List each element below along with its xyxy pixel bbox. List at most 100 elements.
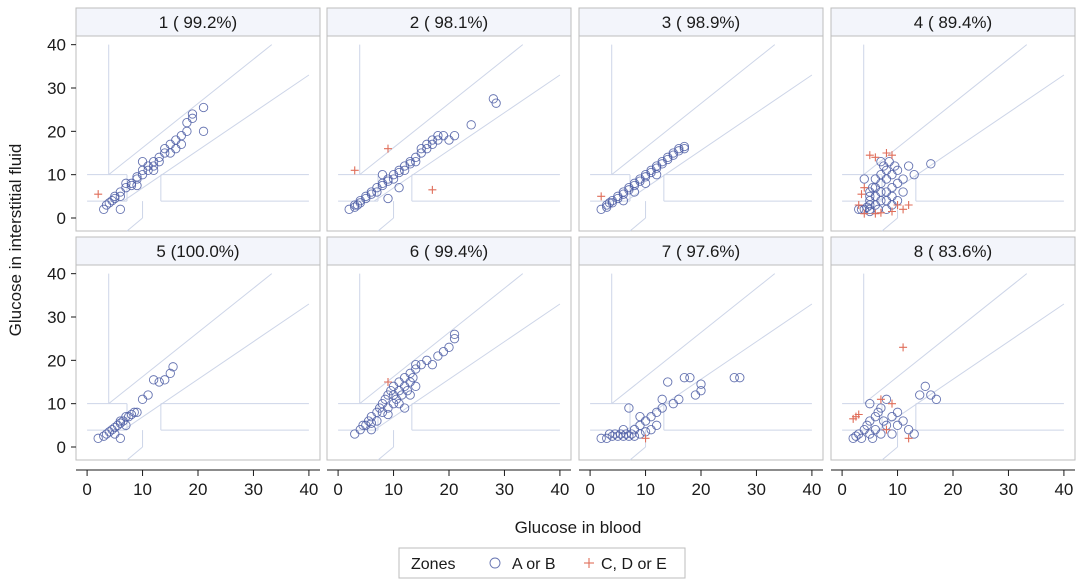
x-tick-label: 40	[802, 480, 821, 499]
point-a-or-b	[856, 433, 867, 443]
legend-label-bad: C, D or E	[601, 556, 667, 573]
point-a-or-b	[613, 191, 623, 201]
panel-title: 1 ( 99.2%)	[159, 13, 237, 32]
point-a-or-b	[182, 118, 192, 128]
y-axis-row-2: 0 10 20 30 40	[47, 265, 76, 457]
point-a-or-b	[110, 193, 120, 204]
legend: Zones A or B C, D or E	[398, 547, 686, 579]
point-a-or-b	[618, 425, 629, 435]
point-a-or-b	[624, 183, 634, 193]
x-tick-label: 20	[692, 480, 711, 499]
point-a-or-b	[679, 373, 690, 383]
point-a-or-b	[876, 403, 886, 413]
plot-area	[830, 35, 1076, 232]
zone-boundary	[126, 446, 143, 461]
point-c-d-or-e	[893, 201, 902, 209]
x-axis-col-2: 0 10 20 30 40	[327, 469, 571, 499]
point-a-or-b	[607, 431, 617, 441]
point-a-or-b	[104, 427, 114, 437]
point-a-or-b	[898, 416, 908, 426]
zone-boundary	[877, 303, 1065, 431]
legend-label-ok: A or B	[512, 556, 556, 573]
point-a-or-b	[865, 206, 875, 217]
point-a-or-b	[674, 144, 684, 154]
point-a-or-b	[350, 429, 360, 439]
point-a-or-b	[602, 200, 612, 210]
point-c-d-or-e	[857, 190, 866, 199]
zone-boundary	[629, 217, 646, 232]
x-tick-label: 40	[1054, 480, 1073, 499]
panel-header	[578, 7, 824, 37]
x-axis-col-1: 0 10 20 30 40	[76, 469, 320, 499]
zone-lines	[590, 273, 813, 461]
point-a-or-b	[132, 407, 142, 417]
panel-grid: 1 ( 99.2%) 2 ( 98.1%) 3 ( 98.9%) 4 ( 89.4%)…	[75, 7, 1076, 461]
point-c-d-or-e	[888, 151, 896, 160]
point-a-or-b	[361, 191, 371, 201]
point-a-or-b	[383, 193, 393, 204]
panel-title: 8 ( 83.6%)	[914, 242, 992, 261]
x-tick-label: 30	[244, 480, 263, 499]
panel-1: 1 ( 99.2%)	[75, 7, 321, 232]
zone-lines	[590, 44, 813, 232]
point-a-or-b	[176, 139, 187, 149]
point-a-or-b	[137, 157, 148, 167]
point-c-d-or-e	[882, 149, 891, 157]
panel-header	[75, 236, 321, 266]
point-a-or-b	[646, 165, 656, 175]
point-a-or-b	[613, 431, 623, 441]
point-a-or-b	[651, 161, 662, 171]
point-a-or-b	[411, 381, 421, 391]
zone-boundary	[122, 303, 310, 431]
point-a-or-b	[405, 390, 415, 400]
point-a-or-b	[399, 165, 410, 175]
point-a-or-b	[115, 191, 126, 201]
point-c-d-or-e	[882, 425, 891, 434]
point-a-or-b	[618, 196, 629, 206]
point-a-or-b	[876, 429, 886, 439]
panel-header	[578, 236, 824, 266]
plot-area	[830, 264, 1076, 461]
zone-boundary	[863, 273, 1028, 405]
point-a-or-b	[132, 180, 142, 191]
plot-area	[326, 264, 572, 461]
point-a-or-b	[137, 394, 148, 404]
point-a-or-b	[696, 386, 706, 396]
point-a-or-b	[165, 139, 175, 149]
point-a-or-b	[729, 373, 739, 383]
point-a-or-b	[870, 174, 881, 184]
x-tick-label: 10	[384, 480, 403, 499]
zone-boundary	[108, 44, 273, 176]
x-tick-label: 30	[747, 480, 766, 499]
point-c-d-or-e	[871, 209, 880, 218]
zone-boundary	[373, 303, 561, 431]
point-a-or-b	[344, 204, 354, 214]
plot-area	[75, 264, 321, 461]
point-a-or-b	[640, 170, 651, 180]
point-a-or-b	[915, 390, 925, 400]
x-tick-label: 20	[189, 480, 208, 499]
point-a-or-b	[168, 362, 178, 372]
legend-title: Zones	[411, 556, 455, 573]
points	[854, 149, 936, 218]
point-a-or-b	[604, 429, 615, 439]
x-tick-label: 0	[585, 480, 594, 499]
point-a-or-b	[372, 416, 382, 426]
point-a-or-b	[449, 131, 460, 141]
point-c-d-or-e	[384, 144, 392, 153]
point-c-d-or-e	[904, 434, 913, 443]
plot-area	[578, 35, 824, 232]
point-a-or-b	[657, 157, 667, 167]
panel-4: 4 ( 89.4%)	[830, 7, 1076, 232]
point-a-or-b	[865, 399, 875, 409]
y-tick-label: 0	[57, 438, 66, 457]
point-a-or-b	[624, 431, 634, 441]
point-c-d-or-e	[871, 153, 880, 162]
point-a-or-b	[604, 198, 615, 208]
point-a-or-b	[394, 399, 404, 409]
point-a-or-b	[679, 144, 690, 154]
zone-boundary	[108, 273, 273, 405]
zone-lines	[842, 273, 1065, 461]
point-a-or-b	[422, 355, 432, 365]
point-c-d-or-e	[904, 201, 913, 209]
